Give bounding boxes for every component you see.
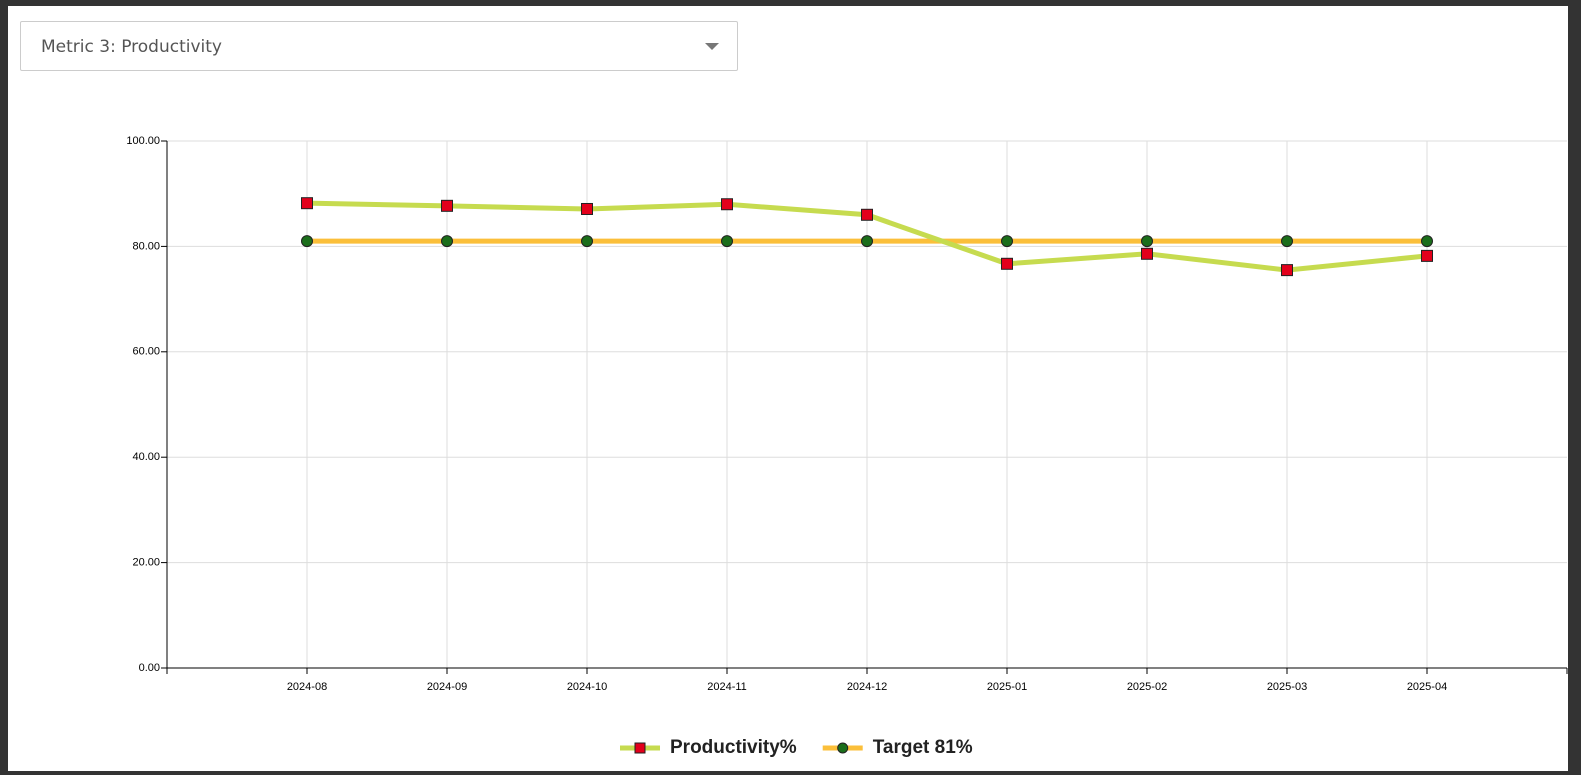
dropdown-text[interactable]: Metric 3: Productivity [41,37,222,57]
series-marker [1001,235,1013,248]
series-marker [721,235,733,248]
x-tick-label: 2025-02 [1127,681,1167,693]
series-marker [861,235,873,248]
series-marker [441,199,453,212]
series-marker [441,235,453,248]
series-marker [1001,257,1013,270]
x-tick-label: 2024-10 [567,681,607,693]
y-tick-label: 100.00 [126,135,160,147]
x-tick-label: 2024-11 [707,681,747,693]
series-marker [301,235,313,248]
series-marker [581,235,593,248]
series-marker [1421,235,1433,248]
series-marker [721,198,733,211]
series-marker [581,202,593,215]
series-marker [1141,247,1153,260]
legend-marker [634,742,646,754]
x-tick-label: 2025-01 [987,681,1027,693]
x-tick-label: 2025-03 [1267,681,1307,693]
legend-marker [837,742,849,754]
chart: 0.00 20.00 40.00 60.00 80.00 100.00 2024-08 202… [126,135,1568,758]
series-marker [1281,235,1293,248]
series-marker [861,208,873,221]
series-marker [1421,249,1433,262]
y-tick-label: 80.00 [132,240,160,252]
series-marker [301,197,313,210]
y-tick-label: 20.00 [132,557,160,569]
series-marker [1281,264,1293,277]
series-marker [1141,235,1153,248]
legend-label: Target 81% [873,737,973,758]
legend-label: Productivity% [670,737,797,758]
x-tick-label: 2024-12 [847,681,887,693]
y-tick-label: 40.00 [132,451,160,463]
metric-dropdown[interactable]: Metric 3: Productivity [20,21,738,71]
panel: Metric 3: Productivity 0.00 20.00 40.00 60.… [8,6,1568,771]
x-tick-label: 2024-09 [427,681,467,693]
y-tick-label: 60.00 [132,346,160,358]
x-tick-label: 2024-08 [287,681,327,693]
x-tick-label: 2025-04 [1407,681,1447,693]
dropdown-arrow[interactable] [705,43,719,50]
y-tick-label: 0.00 [139,662,160,674]
